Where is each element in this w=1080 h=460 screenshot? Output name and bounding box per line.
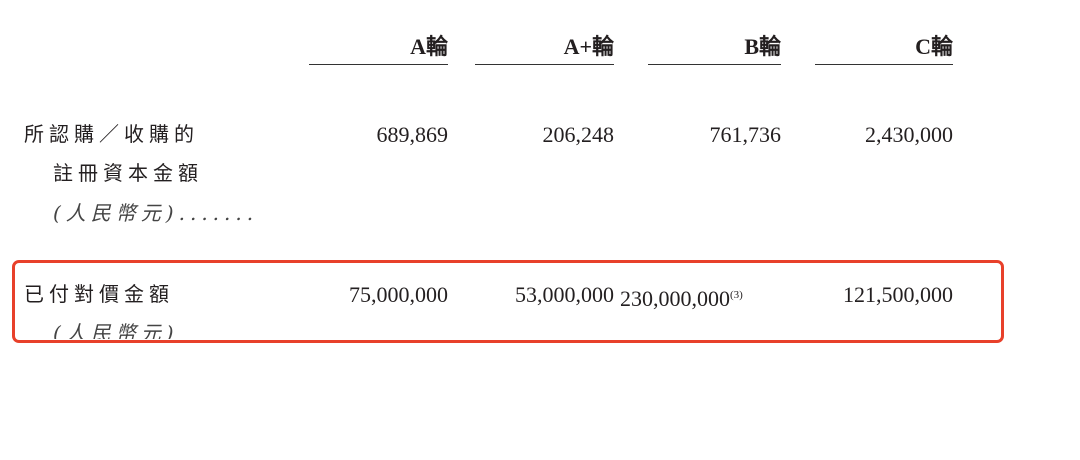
- footnote-marker: (3): [730, 289, 743, 301]
- row1-label-line1: 所認購／收購的: [24, 122, 199, 146]
- row2-label-unit: (人民幣元): [53, 321, 179, 339]
- header-a-round: A輪: [309, 30, 448, 65]
- header-c-round: C輪: [815, 30, 953, 65]
- row2-value-b-number: 230,000,000: [620, 286, 730, 311]
- row2-value-b: 230,000,000(3): [620, 280, 800, 314]
- row1-value-b: 761,736: [709, 122, 782, 147]
- row2-value-a: 75,000,000: [349, 282, 448, 307]
- highlight-box: [12, 260, 1004, 343]
- row1-label-unit: (人民幣元).......: [53, 201, 259, 225]
- header-a-plus-round: A+輪: [475, 30, 614, 65]
- row1-label-line2: 註冊資本金額: [53, 161, 203, 185]
- row2-value-a-plus: 53,000,000: [515, 282, 614, 307]
- row1-value-a-plus: 206,248: [542, 122, 615, 147]
- table: A輪 A+輪 B輪 C輪 所認購／收購的 註冊資本金額 (人民幣元)......…: [24, 30, 953, 339]
- row2-value-c: 121,500,000: [843, 282, 953, 307]
- row1-value-a: 689,869: [376, 122, 449, 147]
- row1-value-c: 2,430,000: [865, 122, 953, 147]
- row2-label-line1: 已付對價金額: [24, 282, 174, 306]
- header-b-round: B輪: [648, 30, 781, 65]
